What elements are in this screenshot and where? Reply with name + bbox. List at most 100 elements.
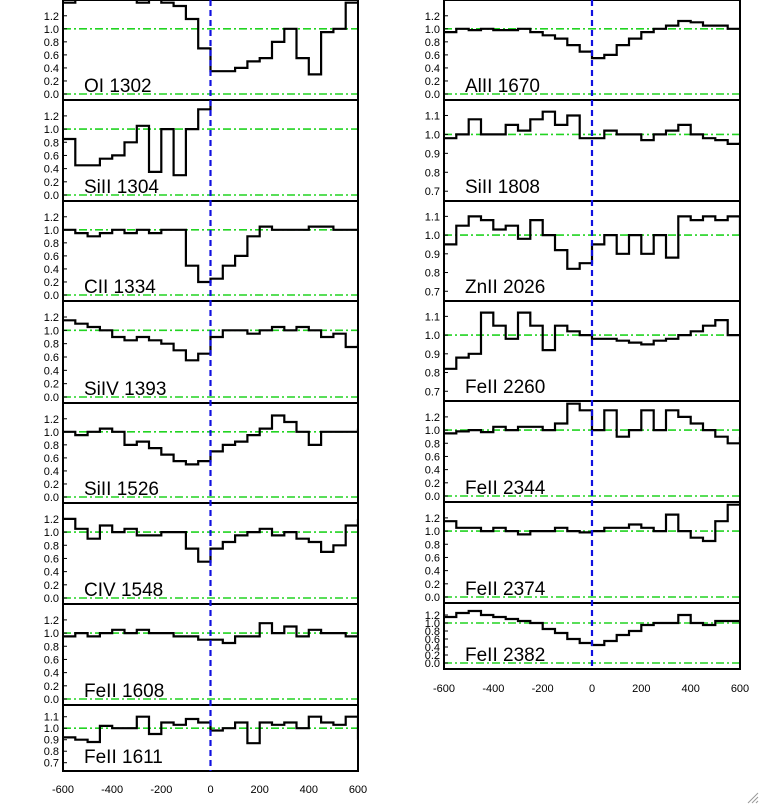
spectrum-trace xyxy=(63,100,212,177)
y-tick-label: 1.2 xyxy=(44,514,59,526)
spectrum-trace xyxy=(63,517,358,563)
y-tick-label: 0.4 xyxy=(44,365,59,377)
y-tick-label: 0.2 xyxy=(44,479,59,491)
x-tick-label: 200 xyxy=(632,683,650,695)
spectrum-trace xyxy=(63,715,358,745)
ion-label: SiII 1304 xyxy=(84,177,159,198)
y-tick-label: 0.6 xyxy=(425,634,440,646)
x-tick-label: -600 xyxy=(433,683,455,695)
y-tick-label: 0.6 xyxy=(425,50,440,62)
y-tick-label: 1.2 xyxy=(425,412,440,424)
panel-alii-1670: 0.00.20.40.60.81.01.2 AlII 1670 xyxy=(425,0,741,101)
spectrum-trace xyxy=(444,402,740,445)
y-tick-label: 1.0 xyxy=(425,526,440,538)
y-tick-label: 0.6 xyxy=(44,654,59,666)
ion-label: OI 1302 xyxy=(84,76,152,97)
y-tick-label: 0.7 xyxy=(425,386,440,398)
panel-feii-2344: 0.00.20.4 0.60.81.01.2 FeII 2344 xyxy=(425,400,741,503)
resize-grip-icon[interactable] xyxy=(747,792,759,804)
panel-siiv-1393: 0.00.2 0.40.60.8 1.01.2 SiIV 1393 xyxy=(44,300,359,404)
y-tick-label: 1.0 xyxy=(44,225,59,237)
ion-label: FeII 2374 xyxy=(465,579,546,600)
ion-label: SiIV 1393 xyxy=(84,379,166,400)
y-tick-label: 0.6 xyxy=(44,150,59,162)
y-tick-label: 1.2 xyxy=(425,513,440,525)
y-tick-label: 1.2 xyxy=(44,414,59,426)
y-tick-label: 0.8 xyxy=(425,539,440,551)
panel-siii-1526: 0.00.20.40.60.81.01.2 SiII 1526 xyxy=(44,402,359,504)
y-tick-label: 0.9 xyxy=(44,735,59,747)
y-tick-label: 0.4 xyxy=(425,566,440,578)
x-tick-label: 0 xyxy=(589,683,595,695)
y-tick-label: 0.2 xyxy=(44,177,59,189)
y-tick-label: 0.9 xyxy=(425,148,440,160)
y-tick-label: 0.4 xyxy=(44,567,59,579)
y-tick-label: 1.1 xyxy=(44,712,59,724)
panel-siii-1808: 0.7 0.8 0.9 1.0 1.1 SiII 1808 xyxy=(425,99,741,202)
y-tick-label: 0.8 xyxy=(425,268,440,280)
spectrum-trace xyxy=(444,110,740,145)
y-tick-label: 0.0 xyxy=(44,492,59,504)
x-tick-label: -200 xyxy=(532,683,554,695)
y-tick-label: 1.0 xyxy=(44,24,59,36)
ion-label: SiII 1808 xyxy=(465,177,540,198)
y-tick-label: 0.8 xyxy=(44,238,59,250)
y-tick-label: 0.4 xyxy=(44,466,59,478)
y-tick-label: 0.9 xyxy=(425,349,440,361)
x-tick-label: -600 xyxy=(52,784,74,796)
y-tick-label: 0.6 xyxy=(44,251,59,263)
y-tick-label: 0.0 xyxy=(425,592,440,604)
y-tick-label: 1.2 xyxy=(44,212,59,224)
y-tick-label: 1.2 xyxy=(44,11,59,23)
y-tick-label: 1.2 xyxy=(425,610,440,622)
ion-label: SiII 1526 xyxy=(84,479,159,500)
y-tick-label: 0.9 xyxy=(425,249,440,261)
x-tick-label: 200 xyxy=(250,784,268,796)
ion-label: FeII 1611 xyxy=(84,747,163,768)
panel-cii-1334: 0.00.20.40.60.81.01.2 CII 1334 xyxy=(44,200,359,302)
y-tick-label: 0.8 xyxy=(44,137,59,149)
y-tick-label: 0.8 xyxy=(44,540,59,552)
panel-civ-1548: 0.00.20.4 0.60.81.01.2 CIV 1548 xyxy=(44,502,359,605)
panel-grid: 0.00.20.40.60.81.01.2OI 13020.00.20.40.6… xyxy=(44,0,749,796)
y-tick-label: 1.0 xyxy=(44,527,59,539)
y-tick-label: 0.2 xyxy=(425,478,440,490)
y-tick-label: 1.0 xyxy=(425,330,440,342)
spectrum-trace xyxy=(63,622,358,645)
panel-column-1: 0.00.20.40.60.81.01.2OI 13020.00.20.40.6… xyxy=(44,0,367,796)
y-tick-label: 0.0 xyxy=(44,190,59,202)
y-tick-label: 0.6 xyxy=(44,50,59,62)
y-tick-label: 0.4 xyxy=(44,164,59,176)
spectrum-trace xyxy=(63,225,358,284)
y-tick-label: 0.2 xyxy=(44,580,59,592)
y-tick-label: 1.2 xyxy=(44,615,59,627)
panel-znii-2026: 0.7 0.8 0.9 1.0 1.1 ZnII 2026 xyxy=(425,200,741,302)
y-tick-label: 0.0 xyxy=(425,658,440,670)
y-tick-label: 1.2 xyxy=(44,312,59,324)
y-tick-label: 0.8 xyxy=(44,746,59,758)
y-tick-label: 0.2 xyxy=(44,76,59,88)
x-tick-label: -400 xyxy=(101,784,123,796)
y-tick-label: 0.0 xyxy=(425,491,440,503)
y-tick-label: 0.4 xyxy=(425,465,440,477)
y-tick-label: 1.0 xyxy=(44,325,59,337)
y-tick-label: 0.2 xyxy=(44,277,59,289)
y-tick-label: 0.8 xyxy=(425,167,440,179)
y-tick-label: 0.8 xyxy=(425,368,440,380)
y-tick-label: 0.8 xyxy=(44,37,59,49)
y-tick-label: 1.0 xyxy=(425,425,440,437)
y-tick-label: 0.7 xyxy=(44,758,59,770)
y-tick-label: 0.2 xyxy=(44,681,59,693)
y-tick-label: 1.0 xyxy=(425,230,440,242)
panel-feii-2374: 0.00.20.4 0.60.81.01.2 FeII 2374 xyxy=(425,501,741,604)
ion-label: AlII 1670 xyxy=(465,76,540,97)
y-tick-label: 1.1 xyxy=(425,311,440,323)
x-tick-label: 0 xyxy=(207,784,213,796)
y-tick-label: 1.0 xyxy=(44,124,59,136)
y-tick-label: 0.4 xyxy=(425,63,440,75)
x-tick-label: 400 xyxy=(300,784,318,796)
y-tick-label: 0.6 xyxy=(425,552,440,564)
y-tick-label: 0.8 xyxy=(425,438,440,450)
y-tick-label: 0.0 xyxy=(44,290,59,302)
x-tick-label: 600 xyxy=(349,784,367,796)
